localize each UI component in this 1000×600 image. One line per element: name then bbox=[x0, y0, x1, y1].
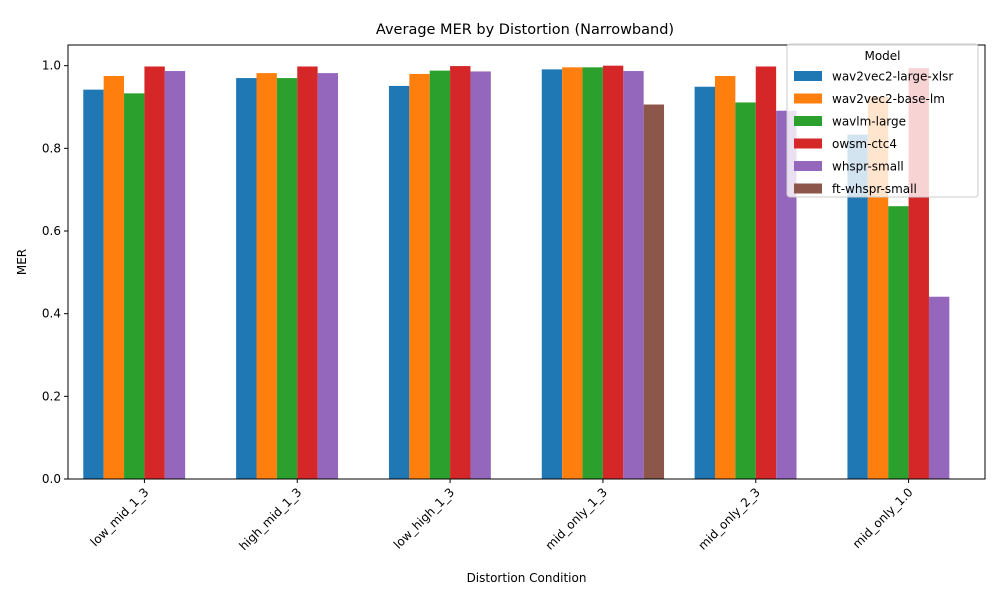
bar-owsm-ctc4-mid_only_2_3 bbox=[755, 66, 777, 480]
chart-title: Average MER by Distortion (Narrowband) bbox=[376, 22, 674, 38]
bar-wav2vec2-large-xlsr-mid_only_1.0 bbox=[847, 134, 868, 479]
y-axis-label: MER bbox=[15, 249, 29, 275]
bar-whspr-small-mid_only_2_3 bbox=[776, 110, 797, 479]
bar-wav2vec2-large-xlsr-mid_only_2_3 bbox=[694, 86, 715, 479]
bar-ft-whspr-small-mid_only_1_3 bbox=[643, 104, 665, 480]
bar-owsm-ctc4-mid_only_1_3 bbox=[602, 65, 624, 480]
y-tick-label: 0.6 bbox=[42, 224, 61, 238]
plot-frame bbox=[67, 44, 986, 480]
legend-label: owsm-ctc4 bbox=[832, 137, 897, 151]
legend-swatch bbox=[794, 71, 822, 81]
legend-title: Model bbox=[864, 49, 900, 63]
bar-owsm-ctc4-low_mid_1_3 bbox=[144, 66, 165, 480]
legend-swatch bbox=[794, 116, 822, 126]
x-tick-label: mid_only_1_3 bbox=[543, 485, 610, 552]
bar-whspr-small-mid_only_1_3 bbox=[623, 71, 644, 479]
x-axis: low_mid_1_3 high_mid_1_3 low_high_1_3 mid_o… bbox=[88, 479, 916, 553]
legend-swatch bbox=[794, 161, 822, 171]
bar-wav2vec2-base-lm-mid_only_2_3 bbox=[714, 76, 736, 479]
bar-whspr-small-mid_only_1.0 bbox=[928, 296, 950, 479]
x-tick-label: mid_only_1.0 bbox=[850, 485, 916, 551]
bar-whspr-small-low_mid_1_3 bbox=[164, 71, 186, 479]
legend: Model wav2vec2-large-xlsr wav2vec2-base-lm… bbox=[786, 43, 979, 198]
bar-wav2vec2-large-xlsr-high_mid_1_3 bbox=[236, 78, 257, 479]
legend-label: wav2vec2-base-lm bbox=[832, 92, 945, 106]
bar-whspr-small-high_mid_1_3 bbox=[317, 73, 339, 480]
legend-label: wavlm-large bbox=[832, 115, 906, 129]
bar-wavlm-large-low_mid_1_3 bbox=[124, 93, 145, 480]
legend-swatch bbox=[794, 93, 822, 104]
y-tick-label: 0.0 bbox=[42, 472, 61, 486]
bar-wavlm-large-low_high_1_3 bbox=[429, 70, 451, 479]
bar-wav2vec2-base-lm-low_high_1_3 bbox=[409, 73, 430, 480]
bar-wavlm-large-high_mid_1_3 bbox=[276, 78, 298, 479]
bar-wavlm-large-mid_only_2_3 bbox=[735, 102, 756, 479]
y-tick-label: 0.2 bbox=[42, 389, 61, 403]
y-axis: 0.0 0.2 0.4 0.6 0.8 1.0 bbox=[42, 59, 68, 486]
x-tick-label: low_mid_1_3 bbox=[88, 485, 152, 549]
y-tick-label: 0.4 bbox=[42, 307, 61, 321]
bar-whspr-small-low_high_1_3 bbox=[470, 71, 491, 479]
bar-wav2vec2-base-lm-high_mid_1_3 bbox=[256, 73, 277, 480]
x-tick-label: high_mid_1_3 bbox=[236, 485, 304, 553]
bar-owsm-ctc4-high_mid_1_3 bbox=[297, 66, 318, 480]
x-tick-label: low_high_1_3 bbox=[391, 485, 457, 551]
y-tick-label: 1.0 bbox=[42, 59, 61, 73]
bar-owsm-ctc4-low_high_1_3 bbox=[450, 66, 471, 479]
legend-label: ft-whspr-small bbox=[832, 182, 917, 196]
y-tick-label: 0.8 bbox=[42, 141, 61, 155]
legend-swatch bbox=[794, 183, 822, 194]
bar-wav2vec2-large-xlsr-mid_only_1_3 bbox=[541, 69, 563, 479]
bar-wav2vec2-large-xlsr-low_mid_1_3 bbox=[83, 89, 104, 479]
bar-wav2vec2-base-lm-mid_only_1_3 bbox=[562, 67, 583, 479]
x-tick-label: mid_only_2_3 bbox=[695, 485, 762, 552]
bar-wavlm-large-mid_only_1_3 bbox=[582, 67, 603, 479]
bar-wav2vec2-base-lm-low_mid_1_3 bbox=[103, 76, 125, 479]
legend-label: whspr-small bbox=[832, 160, 904, 174]
bar-wavlm-large-mid_only_1.0 bbox=[888, 206, 909, 479]
legend-swatch bbox=[794, 138, 822, 149]
x-axis-label: Distortion Condition bbox=[467, 571, 587, 585]
legend-label: wav2vec2-large-xlsr bbox=[832, 70, 953, 84]
legend-box bbox=[786, 43, 979, 198]
bar-wav2vec2-large-xlsr-low_high_1_3 bbox=[388, 85, 410, 480]
